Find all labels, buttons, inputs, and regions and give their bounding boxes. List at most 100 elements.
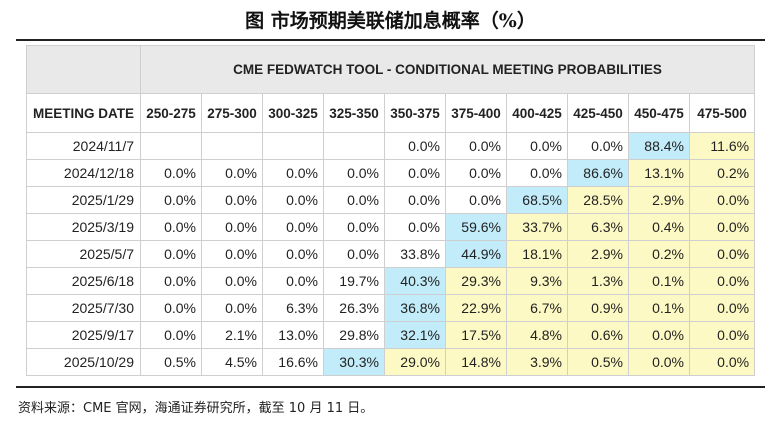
rate-range-header: 475-500 bbox=[688, 93, 756, 133]
probability-cell: 26.3% bbox=[323, 294, 385, 322]
probability-cell: 0.5% bbox=[567, 348, 629, 376]
probability-cell: 4.8% bbox=[506, 321, 568, 349]
probability-cell: 33.8% bbox=[384, 240, 446, 268]
table-row: 2025/10/29 0.5% 4.5% 16.6% 30.3% 29.0% 14.8% 3.… bbox=[26, 348, 756, 376]
probability-cell: 0.0% bbox=[445, 132, 507, 160]
tool-title: CME FEDWATCH TOOL - CONDITIONAL MEETING … bbox=[139, 45, 756, 94]
probability-cell: 0.0% bbox=[445, 159, 507, 187]
probability-cell: 0.4% bbox=[628, 213, 690, 241]
probability-cell: 9.3% bbox=[506, 267, 568, 295]
probability-cell: 4.5% bbox=[201, 348, 263, 376]
rate-range-header: 325-350 bbox=[323, 93, 385, 133]
probability-cell: 32.1% bbox=[384, 321, 446, 349]
probability-cell: 0.0% bbox=[140, 267, 202, 295]
probability-cell: 0.1% bbox=[628, 294, 690, 322]
probability-cell: 29.0% bbox=[384, 348, 446, 376]
probability-cell: 0.0% bbox=[445, 186, 507, 214]
probability-cell: 0.0% bbox=[201, 267, 263, 295]
probability-cell: 0.0% bbox=[323, 213, 385, 241]
probability-cell: 6.3% bbox=[262, 294, 324, 322]
table-row: 2024/12/18 0.0% 0.0% 0.0% 0.0% 0.0% 0.0% 0.0% 86… bbox=[26, 159, 756, 187]
top-rule bbox=[16, 39, 765, 41]
probability-cell: 0.0% bbox=[384, 132, 446, 160]
probability-cell: 0.0% bbox=[140, 213, 202, 241]
probability-cell: 36.8% bbox=[384, 294, 446, 322]
probability-cell: 0.0% bbox=[688, 267, 756, 295]
probability-cell: 0.0% bbox=[262, 267, 324, 295]
table-row: 2025/1/29 0.0% 0.0% 0.0% 0.0% 0.0% 0.0% 68.5% 28… bbox=[26, 186, 756, 214]
probability-cell: 0.0% bbox=[323, 240, 385, 268]
meeting-date-cell: 2025/9/17 bbox=[26, 321, 141, 349]
probability-cell: 0.9% bbox=[567, 294, 629, 322]
probability-cell: 28.5% bbox=[567, 186, 629, 214]
figure-title: 图 市场预期美联储加息概率（%） bbox=[245, 10, 536, 32]
probability-cell: 0.0% bbox=[688, 321, 756, 349]
probability-cell: 0.0% bbox=[323, 186, 385, 214]
probability-cell: 0.0% bbox=[323, 159, 385, 187]
rate-range-header: 375-400 bbox=[445, 93, 507, 133]
probability-cell: 0.0% bbox=[201, 186, 263, 214]
meeting-date-cell: 2025/6/18 bbox=[26, 267, 141, 295]
probability-cell: 6.3% bbox=[567, 213, 629, 241]
probability-cell: 0.0% bbox=[384, 186, 446, 214]
probability-cell: 0.0% bbox=[140, 321, 202, 349]
meeting-date-header: MEETING DATE bbox=[26, 93, 141, 133]
probability-cell: 0.0% bbox=[688, 240, 756, 268]
probability-cell: 0.0% bbox=[201, 240, 263, 268]
probability-cell: 0.0% bbox=[506, 132, 568, 160]
rate-range-header: 275-300 bbox=[201, 93, 263, 133]
probability-cell: 22.9% bbox=[445, 294, 507, 322]
table-row: 2025/6/18 0.0% 0.0% 0.0% 19.7% 40.3% 29.3% 9.3%… bbox=[26, 267, 756, 295]
probability-cell: 0.0% bbox=[384, 159, 446, 187]
meeting-date-cell: 2025/10/29 bbox=[26, 348, 141, 376]
probability-cell: 3.9% bbox=[506, 348, 568, 376]
probability-cell: 0.2% bbox=[688, 159, 756, 187]
probability-cell: 40.3% bbox=[384, 267, 446, 295]
probability-cell: 0.0% bbox=[140, 159, 202, 187]
probability-cell: 68.5% bbox=[506, 186, 568, 214]
fedwatch-probability-table: CME FEDWATCH TOOL - CONDITIONAL MEETING … bbox=[26, 45, 756, 376]
probability-cell: 0.0% bbox=[262, 159, 324, 187]
probability-cell: 0.0% bbox=[140, 294, 202, 322]
probability-cell: 2.9% bbox=[628, 186, 690, 214]
probability-cell: 0.0% bbox=[262, 240, 324, 268]
probability-cell: 86.6% bbox=[567, 159, 629, 187]
rate-range-header: 250-275 bbox=[140, 93, 202, 133]
probability-cell: 30.3% bbox=[323, 348, 385, 376]
rate-range-header: 350-375 bbox=[384, 93, 446, 133]
probability-cell bbox=[323, 132, 385, 160]
probability-cell: 0.6% bbox=[567, 321, 629, 349]
meeting-date-cell: 2025/7/30 bbox=[26, 294, 141, 322]
probability-cell: 0.0% bbox=[688, 186, 756, 214]
rate-range-header: 425-450 bbox=[567, 93, 629, 133]
probability-cell: 0.0% bbox=[262, 213, 324, 241]
meeting-date-cell: 2024/12/18 bbox=[26, 159, 141, 187]
probability-cell: 0.1% bbox=[628, 267, 690, 295]
probability-cell: 0.0% bbox=[201, 294, 263, 322]
probability-cell: 16.6% bbox=[262, 348, 324, 376]
table-row: 2025/9/17 0.0% 2.1% 13.0% 29.8% 32.1% 17.5% 4.8… bbox=[26, 321, 756, 349]
probability-cell: 88.4% bbox=[628, 132, 690, 160]
probability-cell: 29.8% bbox=[323, 321, 385, 349]
probability-cell: 0.0% bbox=[688, 213, 756, 241]
bottom-rule bbox=[16, 386, 765, 388]
probability-cell: 14.8% bbox=[445, 348, 507, 376]
probability-cell: 0.5% bbox=[140, 348, 202, 376]
probability-cell: 18.1% bbox=[506, 240, 568, 268]
probability-cell: 0.0% bbox=[628, 348, 690, 376]
probability-cell bbox=[262, 132, 324, 160]
meeting-date-cell: 2024/11/7 bbox=[26, 132, 141, 160]
meeting-date-cell: 2025/3/19 bbox=[26, 213, 141, 241]
rate-range-header: 400-425 bbox=[506, 93, 568, 133]
rate-range-header: 450-475 bbox=[628, 93, 690, 133]
probability-cell: 6.7% bbox=[506, 294, 568, 322]
probability-cell: 33.7% bbox=[506, 213, 568, 241]
probability-cell: 2.9% bbox=[567, 240, 629, 268]
probability-cell: 17.5% bbox=[445, 321, 507, 349]
probability-cell: 0.0% bbox=[384, 213, 446, 241]
corner-cell bbox=[26, 45, 141, 94]
table-row: 2024/11/7 0.0% 0.0% 0.0% 0.0% 88.4% 11.6% bbox=[26, 132, 756, 160]
table-row: 2025/3/19 0.0% 0.0% 0.0% 0.0% 0.0% 59.6% 33.7% 6… bbox=[26, 213, 756, 241]
probability-cell: 0.0% bbox=[567, 132, 629, 160]
probability-cell: 59.6% bbox=[445, 213, 507, 241]
